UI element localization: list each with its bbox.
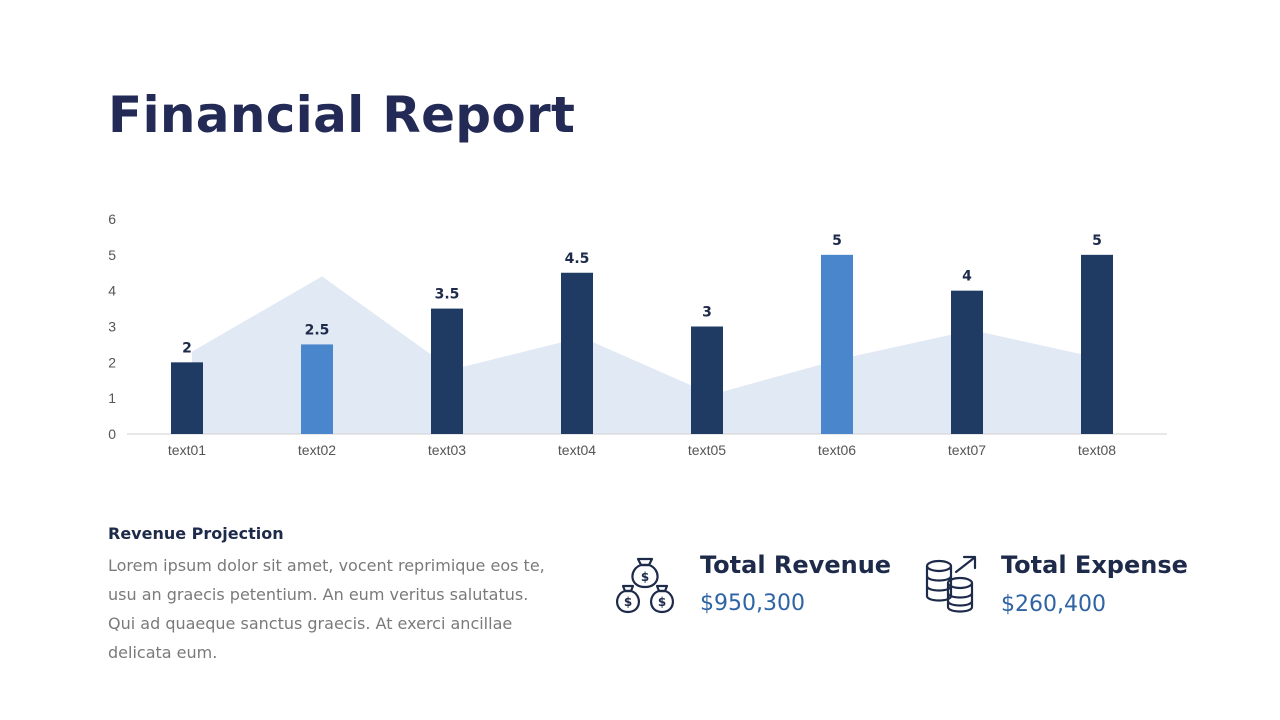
- bar-text07: [951, 290, 983, 434]
- y-tick-label: 3: [108, 319, 116, 335]
- chart-background-area: [192, 276, 1102, 434]
- bar-text06: [821, 254, 853, 434]
- value-label: 3.5: [435, 287, 460, 303]
- svg-text:$: $: [624, 595, 632, 609]
- total-expense-label: Total Expense: [1001, 551, 1188, 579]
- x-tick-label: text04: [558, 442, 596, 458]
- y-tick-label: 4: [108, 283, 116, 299]
- revenue-projection-text: Lorem ipsum dolor sit amet, vocent repri…: [108, 556, 545, 662]
- value-label: 3: [702, 305, 712, 321]
- background-area: [192, 276, 1102, 434]
- bar-text08: [1081, 254, 1113, 434]
- bar-text04: [561, 272, 593, 434]
- bar-text03: [431, 308, 463, 434]
- money-bags-icon: $ $ $: [616, 557, 674, 614]
- page-title: Financial Report: [108, 86, 576, 144]
- y-tick-label: 1: [108, 390, 116, 406]
- y-tick-label: 2: [108, 354, 116, 370]
- y-tick-label: 5: [108, 247, 116, 263]
- chart-labels: 2 text01 2.5 text02 3.5 text03 4.5 text04 3 text0…: [168, 233, 1116, 458]
- x-tick-label: text05: [688, 442, 726, 458]
- y-tick-label: 0: [108, 426, 116, 442]
- total-revenue-label: Total Revenue: [700, 551, 892, 579]
- x-tick-label: text03: [428, 442, 466, 458]
- value-label: 2: [182, 340, 192, 356]
- value-label: 4: [962, 269, 972, 285]
- x-tick-label: text06: [818, 442, 856, 458]
- coin-stack-icon: [925, 555, 977, 613]
- x-tick-label: text02: [298, 442, 336, 458]
- svg-text:$: $: [658, 595, 666, 609]
- y-tick-label: 6: [108, 211, 116, 227]
- value-label: 5: [832, 233, 842, 249]
- revenue-projection-title: Revenue Projection: [108, 524, 284, 543]
- chart-bars: [171, 254, 1113, 434]
- svg-text:$: $: [641, 570, 649, 584]
- total-expense-value: $260,400: [1001, 592, 1106, 617]
- value-label: 4.5: [565, 251, 590, 267]
- x-tick-label: text07: [948, 442, 986, 458]
- bar-text05: [691, 326, 723, 434]
- chart-axis: 0 1 2 3 4 5 6: [108, 211, 1167, 442]
- value-label: 5: [1092, 233, 1102, 249]
- value-label: 2.5: [305, 322, 330, 338]
- bar-text01: [171, 362, 203, 434]
- bar-text02: [301, 344, 333, 434]
- total-revenue-value: $950,300: [700, 591, 805, 616]
- x-tick-label: text08: [1078, 442, 1116, 458]
- x-tick-label: text01: [168, 442, 206, 458]
